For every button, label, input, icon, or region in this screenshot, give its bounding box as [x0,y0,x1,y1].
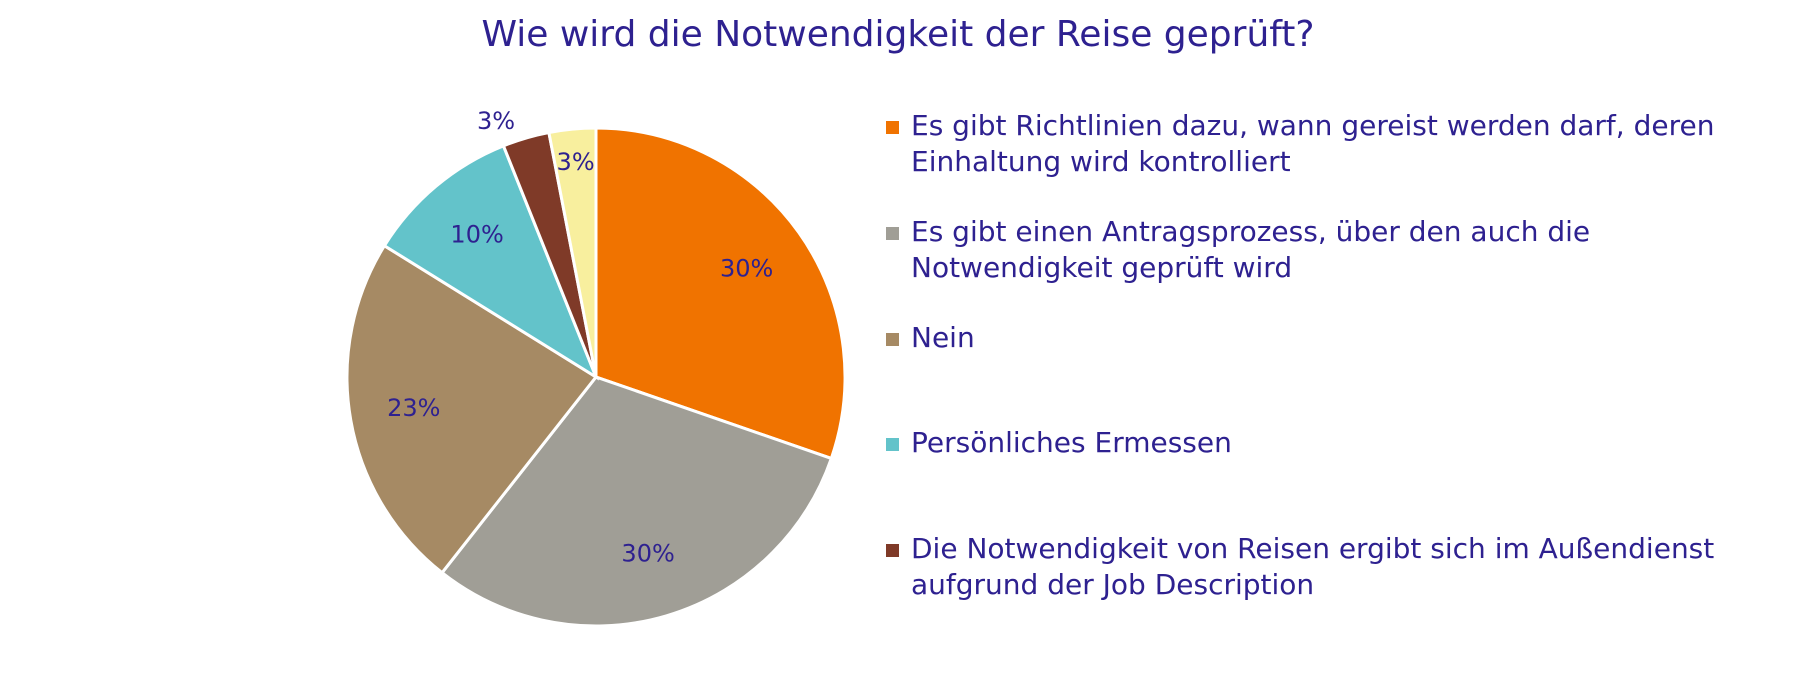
slice-label: 23% [387,394,440,422]
legend-swatch [886,333,899,346]
legend-swatch [886,227,899,240]
legend-swatch [886,544,899,557]
pie-slice [547,126,598,378]
chart-title: Wie wird die Notwendigkeit der Reise gep… [481,14,1315,55]
legend-swatch [886,121,899,134]
legend-label: Es gibt einen Antragsprozess, über den a… [911,215,1591,284]
legend-item: Die Notwendigkeit von Reisen ergibt sich… [886,531,1786,603]
pie-slice [382,143,600,381]
legend-label: Die Notwendigkeit von Reisen ergibt sich… [911,532,1715,601]
legend-item: Nein [886,320,975,356]
slice-label: 30% [720,255,773,283]
legend-label: Nein [911,321,975,354]
legend-label: Es gibt Richtlinien dazu, wann gereist w… [911,109,1715,178]
legend-swatch [886,438,899,451]
slice-label: 3% [557,148,595,176]
pie-slice [345,243,599,575]
pie-slice [439,375,834,628]
slice-label: 30% [621,540,674,568]
slice-label: 3% [477,107,515,135]
legend-item: Es gibt einen Antragsprozess, über den a… [886,214,1786,286]
legend-label: Persönliches Ermessen [911,426,1232,459]
legend-item: Persönliches Ermessen [886,425,1232,461]
legend-item: Es gibt Richtlinien dazu, wann gereist w… [886,108,1786,180]
slice-label: 10% [450,220,503,248]
pie-slice [594,126,847,461]
